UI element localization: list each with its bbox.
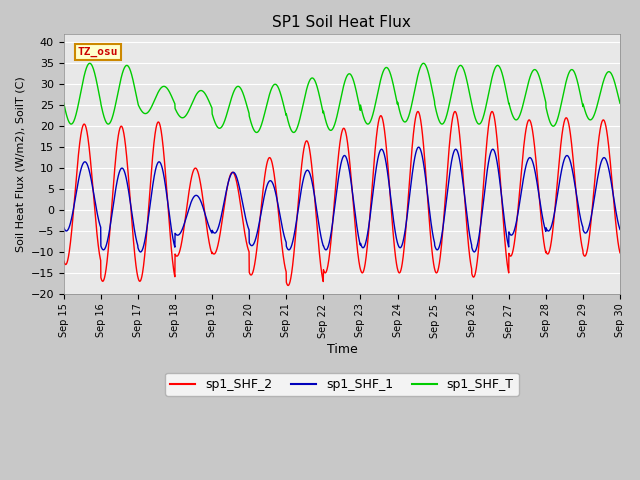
Line: sp1_SHF_T: sp1_SHF_T — [64, 63, 620, 132]
X-axis label: Time: Time — [326, 343, 357, 356]
sp1_SHF_T — [157, 86, 164, 92]
Y-axis label: Soil Heat Flux (W/m2), SoilT (C): Soil Heat Flux (W/m2), SoilT (C) — [15, 76, 25, 252]
sp1_SHF_2 — [284, 283, 292, 288]
sp1_SHF_1 — [137, 249, 145, 255]
sp1_SHF_T — [273, 83, 281, 89]
sp1_SHF_2 — [616, 250, 624, 256]
sp1_SHF_1 — [273, 198, 281, 204]
sp1_SHF_2 — [156, 123, 164, 129]
Text: TZ_osu: TZ_osu — [77, 47, 118, 57]
sp1_SHF_2 — [488, 108, 496, 114]
sp1_SHF_1 — [415, 144, 422, 150]
sp1_SHF_T — [546, 118, 554, 123]
sp1_SHF_T — [298, 109, 305, 115]
sp1_SHF_2 — [273, 196, 281, 202]
sp1_SHF_T — [60, 100, 68, 106]
sp1_SHF_1 — [124, 180, 131, 186]
sp1_SHF_T — [86, 60, 93, 66]
Line: sp1_SHF_1: sp1_SHF_1 — [64, 147, 620, 252]
sp1_SHF_T — [253, 130, 260, 135]
sp1_SHF_T — [605, 69, 613, 75]
Title: SP1 Soil Heat Flux: SP1 Soil Heat Flux — [273, 15, 412, 30]
Legend: sp1_SHF_2, sp1_SHF_1, sp1_SHF_T: sp1_SHF_2, sp1_SHF_1, sp1_SHF_T — [165, 373, 519, 396]
sp1_SHF_1 — [546, 228, 554, 233]
sp1_SHF_2 — [546, 248, 554, 253]
sp1_SHF_1 — [60, 225, 68, 230]
sp1_SHF_1 — [605, 169, 613, 175]
sp1_SHF_1 — [616, 227, 624, 232]
sp1_SHF_2 — [298, 165, 305, 171]
sp1_SHF_2 — [605, 150, 613, 156]
sp1_SHF_2 — [60, 258, 68, 264]
sp1_SHF_T — [616, 100, 624, 106]
sp1_SHF_T — [124, 63, 131, 69]
Line: sp1_SHF_2: sp1_SHF_2 — [64, 111, 620, 286]
sp1_SHF_1 — [298, 186, 305, 192]
sp1_SHF_2 — [124, 159, 131, 165]
sp1_SHF_1 — [157, 160, 164, 166]
